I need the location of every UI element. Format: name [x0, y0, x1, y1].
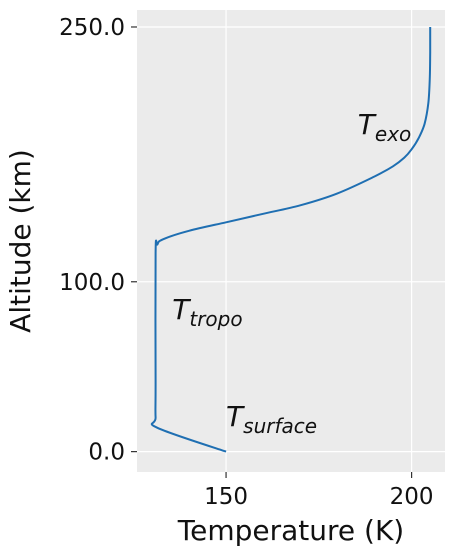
- y-axis-label: Altitude (km): [4, 149, 37, 333]
- annotation-t-tropo: Ttropo: [172, 293, 242, 331]
- annotation-base: T: [172, 293, 191, 326]
- x-tick-label: 150: [204, 484, 248, 510]
- x-tick-label: 200: [390, 484, 434, 510]
- temperature-profile-line: [150, 27, 432, 453]
- y-tick-label: 0.0: [88, 440, 125, 466]
- annotation-subscript: tropo: [189, 307, 242, 331]
- annotation-subscript: surface: [243, 414, 317, 438]
- x-axis-label: Temperature (K): [177, 514, 404, 547]
- ticks: 150 200 0.0 100.0 250.0: [59, 15, 433, 510]
- annotation-subscript: exo: [375, 122, 411, 146]
- annotation-base: T: [226, 400, 245, 433]
- y-tick-label: 250.0: [59, 15, 125, 41]
- grid: [137, 10, 445, 472]
- plot-background: [137, 10, 445, 472]
- annotation-base: T: [358, 108, 377, 141]
- y-tick-label: 100.0: [59, 270, 125, 296]
- annotation-t-exo: Texo: [358, 108, 412, 146]
- annotation-t-surface: Tsurface: [226, 400, 317, 438]
- series: [150, 27, 432, 453]
